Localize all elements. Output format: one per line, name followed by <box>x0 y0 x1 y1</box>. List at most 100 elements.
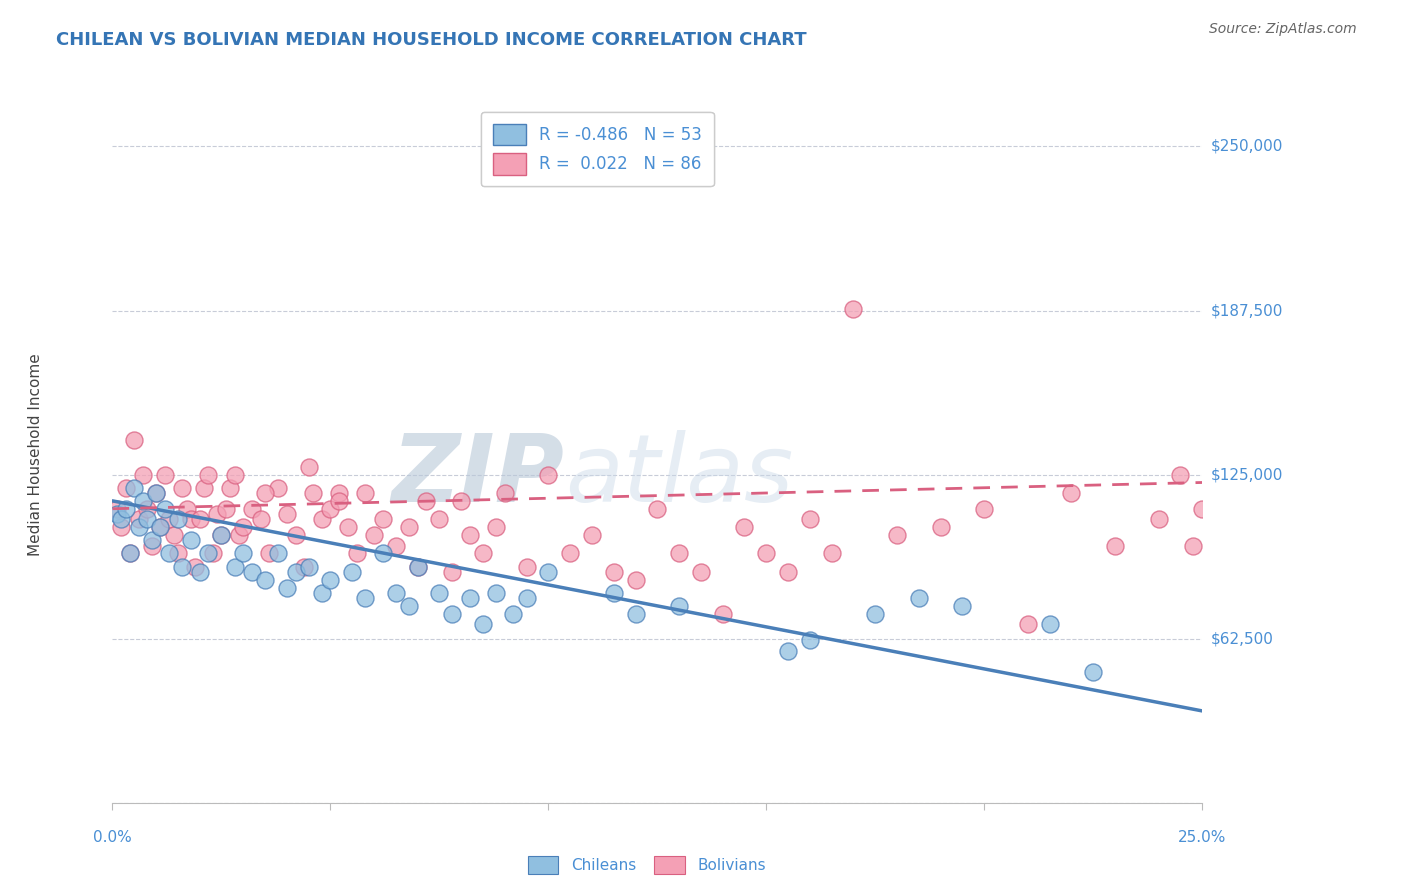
Point <box>427 512 450 526</box>
Point <box>114 481 136 495</box>
Point <box>105 501 128 516</box>
Point <box>458 591 481 605</box>
Point <box>180 512 202 526</box>
Point <box>149 520 172 534</box>
Point <box>494 486 516 500</box>
Point <box>240 565 263 579</box>
Point <box>602 565 624 579</box>
Point <box>336 520 359 534</box>
Point <box>302 486 325 500</box>
Point <box>311 512 333 526</box>
Point <box>624 573 647 587</box>
Point <box>110 520 132 534</box>
Point <box>132 494 155 508</box>
Point <box>385 539 408 553</box>
Point <box>211 528 233 542</box>
Point <box>136 512 159 526</box>
Point <box>799 633 821 648</box>
Point <box>776 643 799 657</box>
Point <box>1168 467 1191 482</box>
Point <box>276 581 298 595</box>
Point <box>799 512 821 526</box>
Point <box>184 559 207 574</box>
Point <box>284 565 307 579</box>
Point <box>441 565 464 579</box>
Point <box>110 512 132 526</box>
Point <box>259 546 281 560</box>
Text: 25.0%: 25.0% <box>1178 830 1226 845</box>
Point <box>267 546 290 560</box>
Point <box>319 501 342 516</box>
Point <box>668 599 690 613</box>
Text: Median Household Income: Median Household Income <box>28 353 42 557</box>
Point <box>645 501 669 516</box>
Point <box>1147 512 1170 526</box>
Point <box>215 501 238 516</box>
Point <box>201 546 224 560</box>
Point <box>128 512 150 526</box>
Point <box>240 501 263 516</box>
Point <box>472 546 495 560</box>
Point <box>166 512 188 526</box>
Point <box>172 559 194 574</box>
Point <box>406 559 429 574</box>
Point <box>406 559 429 574</box>
Point <box>515 591 537 605</box>
Point <box>950 599 973 613</box>
Point <box>398 520 420 534</box>
Legend: Chileans, Bolivians: Chileans, Bolivians <box>522 850 772 880</box>
Point <box>224 467 246 482</box>
Point <box>472 617 495 632</box>
Point <box>193 481 215 495</box>
Point <box>354 591 377 605</box>
Point <box>267 481 290 495</box>
Point <box>1060 486 1083 500</box>
Point <box>136 501 159 516</box>
Point <box>450 494 472 508</box>
Point <box>132 467 155 482</box>
Point <box>755 546 778 560</box>
Point <box>458 528 481 542</box>
Point <box>1083 665 1105 679</box>
Point <box>515 559 537 574</box>
Point <box>188 565 211 579</box>
Point <box>863 607 886 621</box>
Point <box>929 520 952 534</box>
Point <box>776 565 799 579</box>
Point <box>328 486 350 500</box>
Text: ZIP: ZIP <box>392 430 565 522</box>
Point <box>1017 617 1039 632</box>
Point <box>157 546 180 560</box>
Point <box>734 520 756 534</box>
Point <box>197 546 219 560</box>
Point <box>128 520 150 534</box>
Point <box>162 528 184 542</box>
Text: CHILEAN VS BOLIVIAN MEDIAN HOUSEHOLD INCOME CORRELATION CHART: CHILEAN VS BOLIVIAN MEDIAN HOUSEHOLD INC… <box>56 31 807 49</box>
Point <box>340 565 363 579</box>
Point <box>1182 539 1205 553</box>
Point <box>908 591 931 605</box>
Point <box>624 607 647 621</box>
Point <box>211 528 233 542</box>
Point <box>363 528 385 542</box>
Point <box>558 546 582 560</box>
Point <box>149 520 172 534</box>
Point <box>249 512 271 526</box>
Point <box>232 520 254 534</box>
Point <box>354 486 377 500</box>
Point <box>385 586 408 600</box>
Text: $250,000: $250,000 <box>1211 139 1282 154</box>
Point <box>180 533 202 548</box>
Point <box>197 467 219 482</box>
Point <box>328 494 350 508</box>
Text: $62,500: $62,500 <box>1211 632 1274 646</box>
Point <box>311 586 333 600</box>
Point <box>276 507 298 521</box>
Point <box>689 565 711 579</box>
Point <box>118 546 141 560</box>
Point <box>371 512 394 526</box>
Point <box>973 501 995 516</box>
Point <box>441 607 464 621</box>
Point <box>176 501 198 516</box>
Point <box>427 586 450 600</box>
